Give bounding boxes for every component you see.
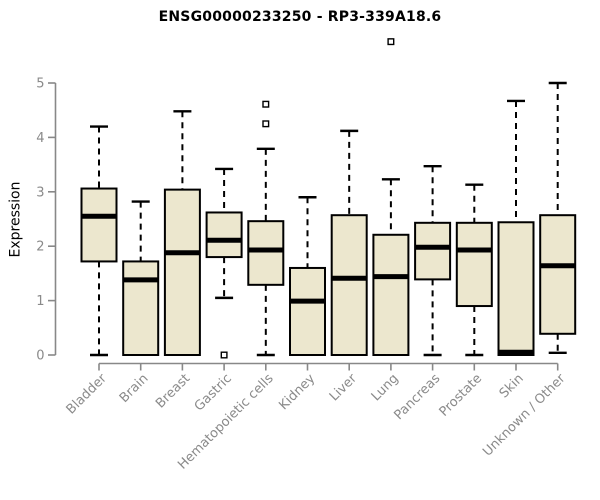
x-tick-label-pancreas: Pancreas (392, 371, 444, 423)
x-tick-label-liver: Liver (327, 371, 361, 405)
box-pancreas-iqr (414, 221, 452, 281)
y-tick-label: 4 (36, 131, 44, 146)
x-tick-label-bladder: Bladder (64, 371, 111, 418)
box-hematopoietic-cells-outlier (262, 120, 270, 128)
y-tick-label: 3 (36, 185, 44, 200)
x-tick-label-skin: Skin (497, 371, 527, 401)
box-hematopoietic-cells-iqr (247, 220, 285, 286)
y-tick-label: 1 (36, 294, 44, 309)
x-tick-label-unknown-other: Unknown / Other (480, 371, 569, 460)
box-bladder-iqr (80, 187, 118, 263)
box-breast-iqr (163, 188, 201, 356)
x-tick-label-prostate: Prostate (437, 371, 485, 419)
box-prostate-iqr (455, 221, 493, 308)
chart-title: ENSG00000233250 - RP3-339A18.6 (158, 9, 442, 25)
box-liver-iqr (330, 214, 368, 356)
x-tick-label-breast: Breast (153, 371, 193, 411)
x-tick-label-brain: Brain (117, 371, 152, 406)
x-tick-label-lung: Lung (369, 371, 402, 404)
box-lung-iqr (372, 233, 410, 356)
y-tick-label: 2 (36, 240, 44, 255)
box-brain-iqr (122, 260, 160, 357)
box-unknown-other-iqr (539, 214, 577, 335)
box-lung-outlier (387, 38, 395, 46)
box-gastric-outlier (220, 351, 228, 359)
box-kidney-iqr (289, 266, 326, 356)
box-skin-iqr (497, 221, 535, 356)
box-hematopoietic-cells-outlier (262, 100, 270, 108)
box-gastric-iqr (205, 211, 243, 259)
y-tick-label: 0 (36, 349, 44, 364)
x-tick-label-kidney: Kidney (276, 371, 318, 413)
y-tick-label: 5 (36, 77, 44, 92)
